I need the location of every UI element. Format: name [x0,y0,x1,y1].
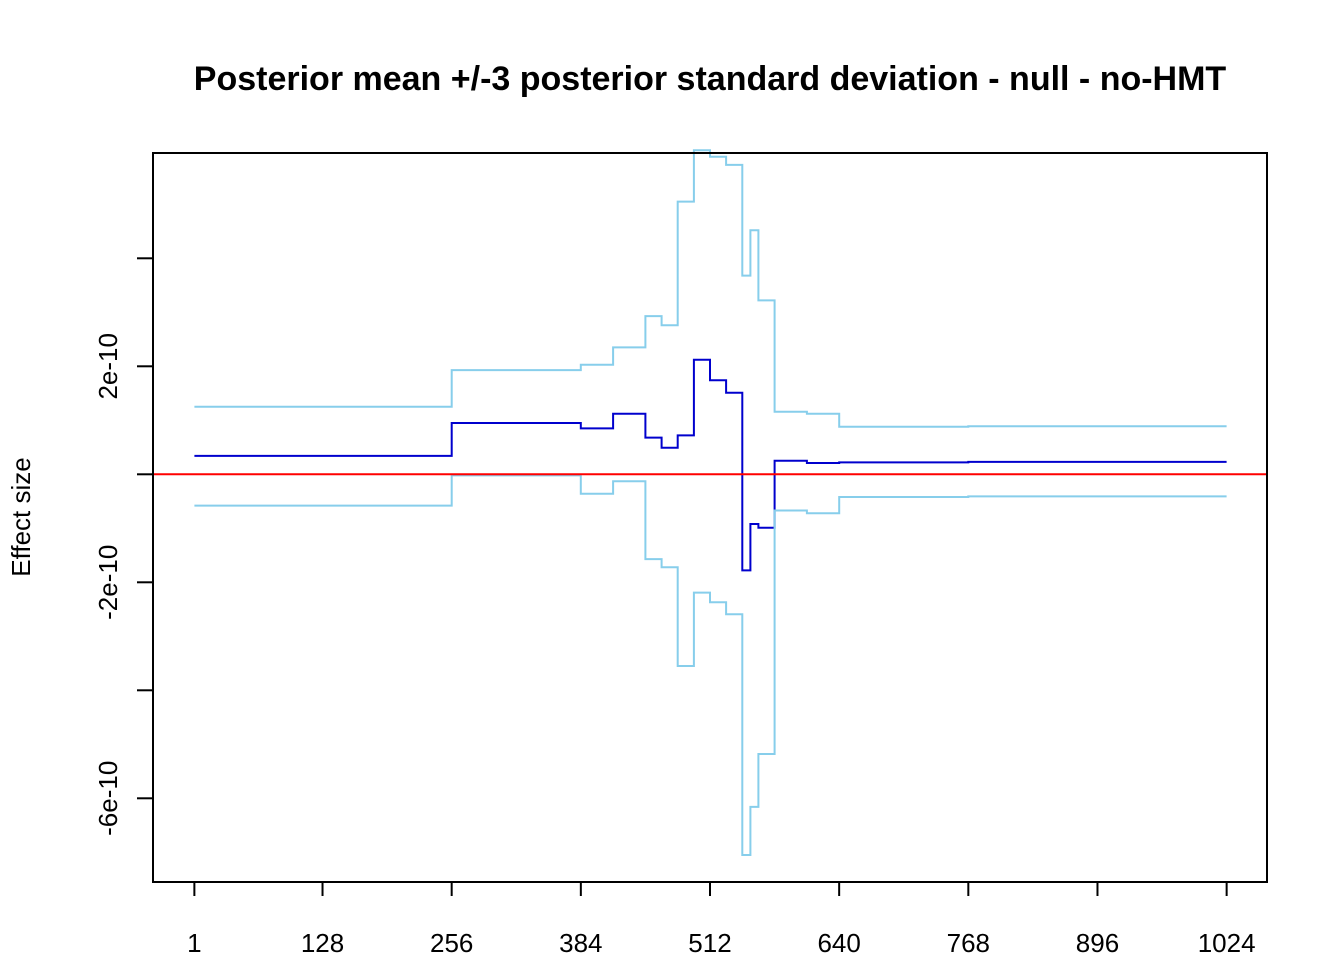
x-tick-label: 896 [1076,928,1119,958]
x-tick-label: 1024 [1198,928,1256,958]
series-mean [194,358,1227,572]
y-axis-label: Effect size [6,457,36,576]
x-tick-label: 640 [817,928,860,958]
plot-frame [152,152,1268,883]
x-tick-label: 256 [430,928,473,958]
x-tick-label: 512 [688,928,731,958]
series-upper [194,149,1227,428]
x-tick-label: 384 [559,928,602,958]
chart-title: Posterior mean +/-3 posterior standard d… [194,60,1227,98]
x-axis: 1 128 256 384 512 640 768 896 1024 [187,881,1256,958]
y-tick-label: 2e-10 [93,333,123,400]
plot-area [153,149,1267,856]
y-tick-label: -6e-10 [93,761,123,836]
series-lower [194,474,1227,856]
y-axis: -6e-10 -2e-10 2e-10 [93,257,154,836]
y-tick-label: -2e-10 [93,545,123,620]
x-tick-label: 1 [187,928,201,958]
x-tick-label: 768 [947,928,990,958]
x-tick-label: 128 [301,928,344,958]
